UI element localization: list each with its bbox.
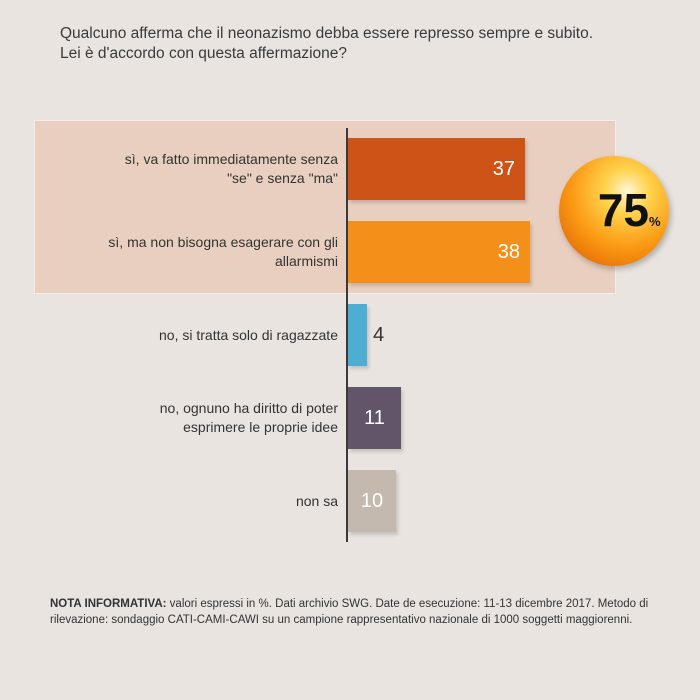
- category-label-line: no, si tratta solo di ragazzate: [159, 326, 338, 343]
- total-badge-value: 75: [597, 184, 649, 236]
- footnote: NOTA INFORMATIVA: valori espressi in %. …: [50, 596, 670, 628]
- question-line-1: Qualcuno afferma che il neonazismo debba…: [60, 25, 594, 42]
- category-label: sì, va fatto immediatamente senza "se" e …: [38, 150, 338, 188]
- total-badge: 75 %: [559, 156, 669, 266]
- category-label-line: non sa: [295, 492, 338, 509]
- bar-value-label: 4: [373, 324, 385, 346]
- category-label: sì, ma non bisogna esagerare con gli alla…: [38, 233, 338, 271]
- category-label-line: sì, va fatto immediatamente senza: [124, 151, 338, 167]
- bar-value-label: 37: [492, 158, 515, 180]
- footnote-label: NOTA INFORMATIVA:: [50, 598, 167, 610]
- chart-question: Qualcuno afferma che il neonazismo debba…: [60, 24, 660, 64]
- bar-value-label: 10: [360, 490, 384, 512]
- bar: [348, 387, 401, 449]
- bar: [348, 304, 367, 366]
- bar: [348, 470, 396, 532]
- category-label-line: sì, ma non bisogna esagerare con gli: [108, 234, 338, 250]
- bar-value-label: 38: [497, 241, 520, 263]
- total-badge-unit: %: [649, 214, 661, 229]
- category-label-line: esprimere le proprie idee: [183, 419, 338, 435]
- category-label-line: "se" e senza "ma": [227, 170, 338, 186]
- category-label: non sa: [38, 492, 338, 511]
- bar: [348, 138, 525, 200]
- chart-axis: [346, 128, 348, 542]
- category-label-line: allarmismi: [275, 253, 338, 269]
- bar-value-label: 11: [364, 407, 385, 429]
- question-line-2: Lei è d'accordo con questa affermazione?: [60, 45, 348, 62]
- category-label: no, si tratta solo di ragazzate: [38, 326, 338, 345]
- category-label-line: no, ognuno ha diritto di poter: [159, 400, 338, 416]
- bar: [348, 221, 530, 283]
- footnote-text: valori espressi in %. Dati archivio SWG.…: [50, 598, 649, 626]
- category-label: no, ognuno ha diritto di poter esprimere …: [38, 399, 338, 437]
